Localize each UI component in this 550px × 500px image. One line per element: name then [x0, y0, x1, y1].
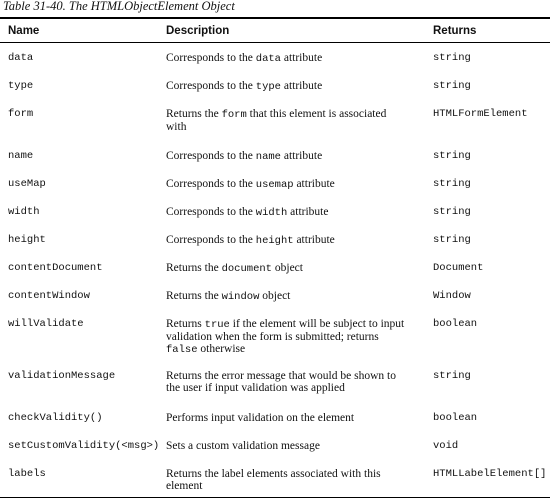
inline-code: document	[221, 263, 272, 275]
row-returns: Document	[433, 262, 484, 274]
row-description: Corresponds to the height attribute	[166, 234, 335, 247]
row-name: useMap	[8, 178, 46, 190]
row-returns: HTMLFormElement	[433, 108, 528, 120]
row-description: Corresponds to the type attribute	[166, 80, 323, 93]
inline-code: usemap	[255, 179, 294, 191]
row-description: Returns the window object	[166, 290, 291, 303]
row-name: contentDocument	[8, 262, 103, 274]
inline-code: width	[255, 207, 288, 219]
header-rule	[0, 42, 550, 43]
row-description: Returns the document object	[166, 262, 303, 275]
table-bottom-rule	[0, 497, 550, 498]
row-name: validationMessage	[8, 370, 116, 382]
row-returns: HTMLLabelElement[]	[433, 468, 547, 480]
row-returns: string	[433, 178, 471, 190]
row-description: Returns the error message that would be …	[166, 370, 396, 394]
row-name: contentWindow	[8, 290, 90, 302]
row-returns: string	[433, 234, 471, 246]
inline-code: type	[255, 81, 281, 93]
table-top-rule	[0, 17, 550, 19]
row-name: form	[8, 108, 34, 120]
row-description: Corresponds to the name attribute	[166, 150, 323, 163]
inline-code: name	[255, 151, 281, 163]
row-returns: boolean	[433, 318, 478, 330]
row-name: type	[8, 80, 34, 92]
row-description: Corresponds to the data attribute	[166, 52, 323, 65]
row-name: willValidate	[8, 318, 84, 330]
inline-code: true	[204, 319, 230, 331]
table-caption: Table 31-40. The HTMLObjectElement Objec…	[3, 0, 235, 13]
row-returns: string	[433, 370, 471, 382]
row-name: height	[8, 234, 46, 246]
row-returns: Window	[433, 290, 471, 302]
row-description: Returns the form that this element is as…	[166, 108, 387, 133]
row-description: Returns true if the element will be subj…	[166, 318, 405, 356]
row-description: Performs input validation on the element	[166, 412, 355, 424]
row-returns: string	[433, 80, 471, 92]
inline-code: window	[221, 291, 260, 303]
row-description: Corresponds to the width attribute	[166, 206, 329, 219]
column-header-returns: Returns	[433, 25, 477, 37]
row-name: setCustomValidity(<msg>)	[8, 440, 160, 452]
inline-code: false	[166, 344, 198, 356]
column-header-name: Name	[8, 25, 40, 37]
inline-code: data	[255, 53, 281, 65]
inline-code: form	[221, 109, 247, 121]
row-description: Corresponds to the usemap attribute	[166, 178, 335, 191]
column-header-description: Description	[166, 25, 230, 37]
row-returns: string	[433, 150, 471, 162]
row-name: name	[8, 150, 34, 162]
row-description: Sets a custom validation message	[166, 440, 320, 452]
row-returns: void	[433, 440, 459, 452]
row-name: labels	[8, 468, 46, 480]
row-returns: string	[433, 52, 471, 64]
row-returns: string	[433, 206, 471, 218]
row-description: Returns the label elements associated wi…	[166, 468, 381, 492]
row-returns: boolean	[433, 412, 478, 424]
row-name: data	[8, 52, 34, 64]
row-name: width	[8, 206, 40, 218]
row-name: checkValidity()	[8, 412, 103, 424]
inline-code: height	[255, 235, 294, 247]
